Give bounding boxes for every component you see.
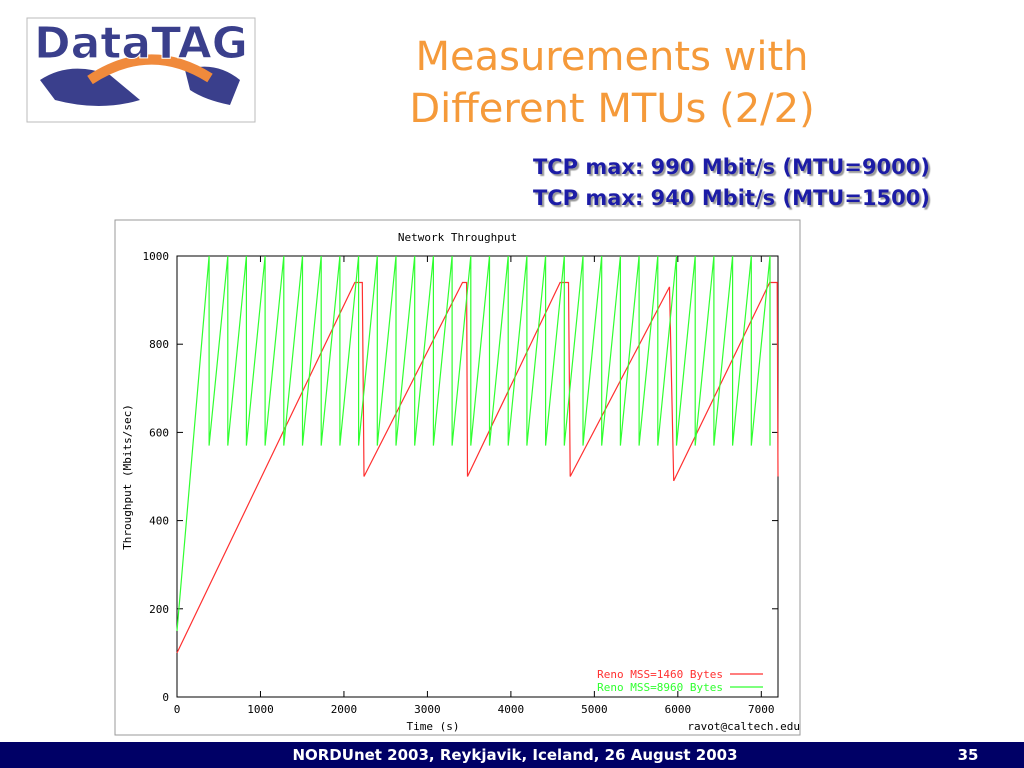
x-axis-label: Time (s) (407, 720, 460, 733)
y-tick-label: 1000 (143, 250, 170, 263)
x-tick-label: 2000 (331, 703, 358, 716)
x-tick-label: 3000 (414, 703, 441, 716)
y-tick-label: 600 (149, 426, 169, 439)
slide-title: Different MTUs (2/2) (409, 86, 814, 132)
y-axis-label: Throughput (Mbits/sec) (121, 404, 134, 550)
y-tick-label: 800 (149, 338, 169, 351)
y-tick-label: 400 (149, 515, 169, 528)
annotation: ravot@caltech.edu (687, 720, 800, 733)
chart-panel (114, 219, 801, 736)
footer-bar (0, 742, 1024, 768)
logo-arc (87, 54, 213, 85)
logo-text: DataTAG (34, 18, 248, 69)
page-number: 35 (958, 746, 979, 764)
y-tick-label: 200 (149, 603, 169, 616)
note: TCP max: 940 Mbit/s (MTU=1500) (533, 186, 930, 210)
logo: DataTAG (26, 17, 256, 123)
note: TCP max: 990 Mbit/s (MTU=9000) (533, 155, 930, 179)
logo-map (40, 68, 140, 106)
footer-text: NORDUnet 2003, Reykjavik, Iceland, 26 Au… (292, 746, 737, 764)
chart-title: Network Throughput (398, 231, 517, 244)
legend-label: Reno MSS=8960 Bytes (597, 681, 723, 694)
x-tick-label: 4000 (498, 703, 525, 716)
slide-title: Measurements with (415, 34, 808, 80)
x-tick-label: 6000 (665, 703, 692, 716)
x-tick-label: 5000 (581, 703, 608, 716)
series-line (176, 255, 771, 631)
chart: Network Throughput Time (s) Throughput (Mb… (121, 231, 800, 733)
legend-label: Reno MSS=1460 Bytes (597, 668, 723, 681)
x-tick-label: 1000 (247, 703, 274, 716)
y-tick-label: 0 (162, 691, 169, 704)
series-line (176, 281, 779, 654)
x-tick-label: 7000 (748, 703, 775, 716)
x-tick-label: 0 (174, 703, 181, 716)
